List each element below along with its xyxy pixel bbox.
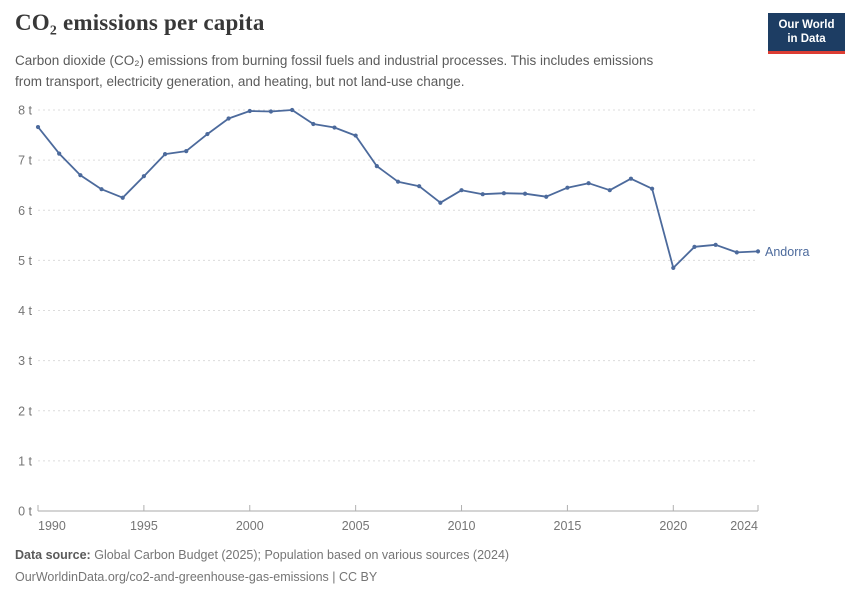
data-point [417, 184, 422, 189]
x-axis-tick-label: 2005 [342, 519, 370, 533]
x-axis-tick-label: 2000 [236, 519, 264, 533]
x-axis-tick-label: 1990 [38, 519, 66, 533]
owid-logo-line1: Our World [778, 19, 835, 31]
data-points [35, 107, 761, 270]
data-point [713, 242, 718, 247]
x-axis-tick-label: 2024 [730, 519, 758, 533]
data-point [35, 124, 41, 130]
data-point [78, 173, 83, 178]
data-point [57, 151, 62, 156]
data-point [734, 250, 739, 255]
page-title: CO₂ emissions per capita [15, 10, 265, 35]
data-point [565, 185, 570, 190]
owid-logo-line2: in Data [787, 33, 826, 46]
y-axis-tick-label: 8 t [18, 104, 32, 118]
entity-label: Andorra [765, 245, 810, 259]
data-point [184, 149, 189, 154]
data-point [755, 249, 761, 254]
data-point [395, 179, 401, 184]
data-point [162, 152, 168, 157]
data-source-text: Global Carbon Budget (2025); Population … [94, 548, 510, 562]
y-axis-tick-label: 4 t [18, 304, 32, 318]
data-point [290, 107, 295, 113]
data-point [544, 194, 549, 199]
x-axis-tick-label: 2010 [448, 519, 476, 533]
y-axis-tick-label: 0 t [18, 505, 32, 519]
data-point [205, 131, 210, 137]
data-point [522, 191, 528, 196]
data-point [120, 195, 125, 200]
line-chart[interactable]: 0 t 1 t 2 t 3 t 4 t 5 t 6 t 7 t 8 t 1990 1995 2000 2… [0, 95, 850, 540]
data-point [628, 176, 634, 181]
data-point [99, 187, 104, 192]
data-point [480, 192, 485, 197]
owid-logo: Our World in Data [768, 13, 845, 54]
data-point [311, 121, 316, 127]
data-source-line: Data source: Global Carbon Budget (2025)… [15, 545, 509, 567]
data-point [692, 244, 697, 249]
data-point [353, 133, 358, 138]
data-point [438, 200, 443, 205]
data-point [141, 174, 146, 179]
data-point [459, 188, 464, 193]
data-point [374, 164, 379, 169]
x-axis: 1990 1995 2000 2005 2010 2015 2020 2024 [37, 505, 759, 533]
data-source-label: Data source: [15, 548, 91, 562]
x-axis-tick-label: 1995 [130, 519, 158, 533]
data-point [247, 108, 252, 114]
citation-line: OurWorldinData.org/co2-and-greenhouse-ga… [15, 569, 378, 584]
y-axis-tick-label: 7 t [18, 154, 32, 168]
y-axis-tick-label: 6 t [18, 204, 32, 218]
y-gridlines: 0 t 1 t 2 t 3 t 4 t 5 t 6 t 7 t 8 t [18, 104, 758, 519]
chart-canvas[interactable]: 0 t 1 t 2 t 3 t 4 t 5 t 6 t 7 t 8 t 1990 1995 2000 2… [0, 95, 850, 540]
chart-footer: Data source: Global Carbon Budget (2025)… [15, 545, 509, 589]
chart-subtitle: Carbon dioxide (CO₂) emissions from burn… [15, 51, 735, 93]
chart-subtitle-line2: from transport, electricity generation, … [15, 73, 465, 89]
x-axis-tick-label: 2020 [659, 519, 687, 533]
data-point [650, 186, 655, 191]
y-axis-tick-label: 3 t [18, 354, 32, 368]
chart-subtitle-line1: Carbon dioxide (CO₂) emissions from burn… [15, 53, 654, 68]
y-axis-tick-label: 2 t [18, 404, 32, 418]
data-line [37, 109, 759, 269]
data-point [501, 191, 506, 196]
data-point [268, 109, 274, 114]
data-point [586, 181, 591, 186]
data-point [226, 116, 231, 121]
data-point [607, 188, 612, 193]
y-axis-tick-label: 1 t [18, 454, 32, 468]
data-point [671, 265, 676, 270]
y-axis-tick-label: 5 t [18, 254, 32, 268]
x-axis-tick-label: 2015 [554, 519, 582, 533]
data-point [332, 125, 337, 130]
